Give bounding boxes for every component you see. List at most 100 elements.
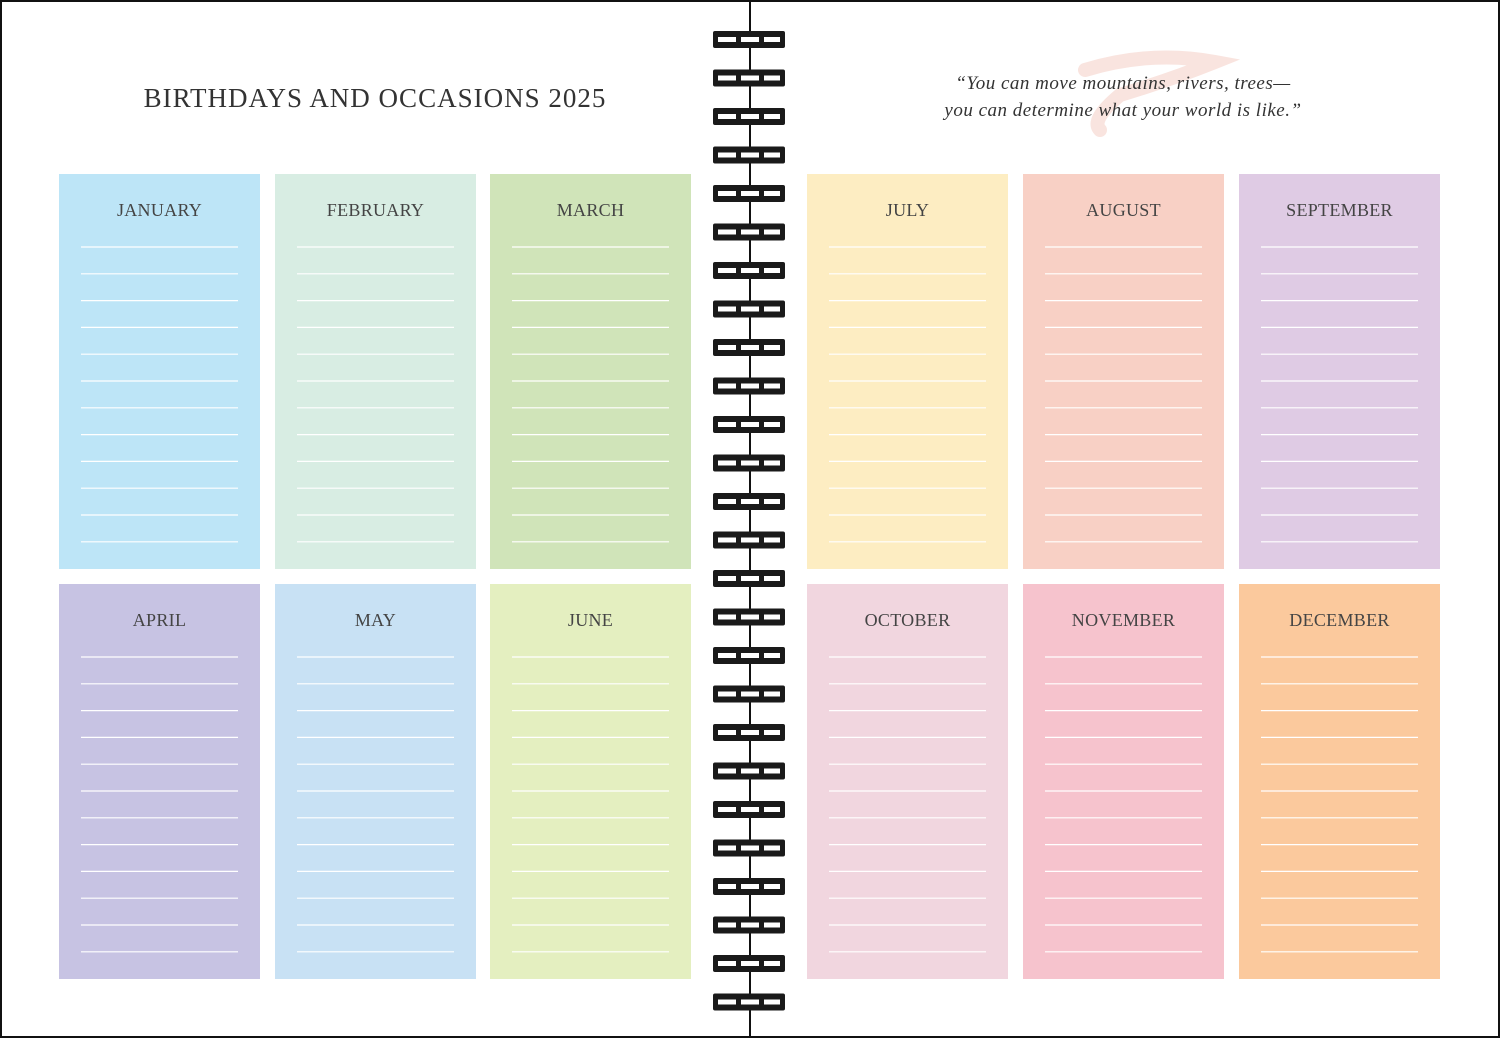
ring-wire (736, 223, 741, 241)
ring-gap (718, 922, 780, 928)
month-name: JUNE (568, 610, 613, 630)
ring-wire (736, 262, 741, 279)
ring-wire (759, 416, 764, 433)
ring-wire (759, 762, 764, 780)
ring-gap (718, 345, 780, 350)
ring (713, 647, 785, 664)
ring-wire (759, 685, 764, 703)
ring (713, 955, 785, 972)
ring-wire (736, 762, 741, 780)
month-panel: JUNE (490, 584, 691, 979)
ring-wire (736, 146, 741, 164)
ring-gap (718, 730, 780, 735)
month-name: MAY (355, 610, 396, 630)
ring-wire (736, 839, 741, 857)
ring-gap (718, 75, 780, 81)
ring-wire (759, 493, 764, 510)
month-name: OCTOBER (865, 610, 951, 630)
ring-gap (718, 884, 780, 889)
panel-background (275, 174, 476, 569)
month-panel: JULY (807, 174, 1008, 569)
brush-stroke (1078, 50, 1241, 137)
ring-wire (736, 801, 741, 818)
panel-background (807, 584, 1008, 979)
ring-gap (718, 845, 780, 851)
panel-background (275, 584, 476, 979)
ring (713, 454, 785, 472)
ring-gap (718, 691, 780, 697)
spiral-binding (713, 31, 785, 1011)
ring-gap (718, 383, 780, 389)
ring-gap (718, 306, 780, 312)
ring (713, 108, 785, 125)
ring (713, 146, 785, 164)
ring-wire (759, 146, 764, 164)
quote-line: you can determine what your world is lik… (942, 100, 1301, 121)
panel-background (1023, 174, 1224, 569)
ring-wire (759, 647, 764, 664)
ring-wire (736, 185, 741, 202)
month-name: SEPTEMBER (1286, 200, 1393, 220)
ring-wire (736, 108, 741, 125)
ring (713, 608, 785, 626)
ring-gap (718, 114, 780, 119)
ring-wire (759, 570, 764, 587)
month-name: DECEMBER (1289, 610, 1389, 630)
ring-wire (736, 685, 741, 703)
ring-gap (718, 37, 780, 42)
panel-background (490, 174, 691, 569)
ring (713, 916, 785, 934)
ring-wire (759, 185, 764, 202)
panel-background (1023, 584, 1224, 979)
ring-wire (759, 31, 764, 48)
ring-gap (718, 152, 780, 158)
month-panel: OCTOBER (807, 584, 1008, 979)
ring-wire (736, 724, 741, 741)
ring-wire (736, 69, 741, 87)
month-name: APRIL (133, 610, 187, 630)
ring-wire (736, 454, 741, 472)
month-panel: MAY (275, 584, 476, 979)
ring-wire (759, 993, 764, 1011)
ring (713, 300, 785, 318)
ring-gap (718, 268, 780, 273)
ring-gap (718, 499, 780, 504)
month-panel: AUGUST (1023, 174, 1224, 569)
month-name: NOVEMBER (1072, 610, 1175, 630)
ring-wire (759, 69, 764, 87)
quote-line: “You can move mountains, rivers, trees— (955, 73, 1290, 94)
ring (713, 377, 785, 395)
ring (713, 762, 785, 780)
ring-gap (718, 576, 780, 581)
ring-gap (718, 653, 780, 658)
ring-gap (718, 422, 780, 427)
ring (713, 416, 785, 433)
page-title: BIRTHDAYS AND OCCASIONS 2025 (144, 83, 607, 113)
ring (713, 801, 785, 818)
month-name: AUGUST (1086, 200, 1161, 220)
ring (713, 531, 785, 549)
month-name: FEBRUARY (327, 200, 424, 220)
ring-wire (736, 608, 741, 626)
ring (713, 339, 785, 356)
ring-wire (736, 916, 741, 934)
panel-background (490, 584, 691, 979)
ring-wire (759, 339, 764, 356)
ring-wire (736, 339, 741, 356)
ring-wire (736, 377, 741, 395)
ring-wire (759, 916, 764, 934)
month-name: JULY (886, 200, 929, 220)
ring (713, 993, 785, 1011)
ring-wire (759, 531, 764, 549)
ring-wire (759, 839, 764, 857)
ring-gap (718, 191, 780, 196)
month-panel: JANUARY (59, 174, 260, 569)
ring-gap (718, 768, 780, 774)
ring-wire (759, 223, 764, 241)
month-panel: MARCH (490, 174, 691, 569)
ring-wire (759, 955, 764, 972)
ring-wire (759, 878, 764, 895)
ring-wire (736, 647, 741, 664)
